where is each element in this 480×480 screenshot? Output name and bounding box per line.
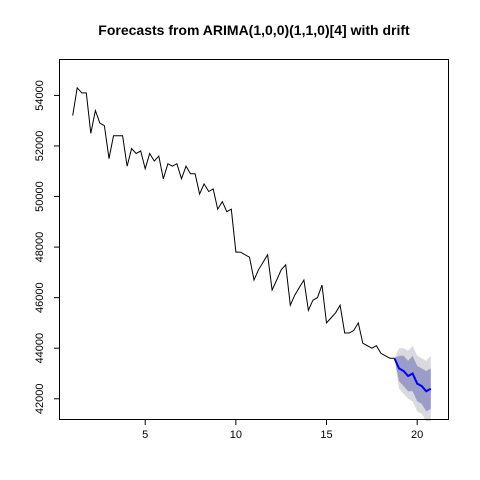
prediction-intervals bbox=[394, 345, 431, 422]
chart-title: Forecasts from ARIMA(1,0,0)(1,1,0)[4] wi… bbox=[98, 22, 410, 38]
y-tick-label: 54000 bbox=[34, 80, 46, 111]
y-tick-label: 42000 bbox=[34, 383, 46, 414]
y-tick-label: 48000 bbox=[34, 232, 46, 263]
y-axis: 42000 44000 46000 48000 50000 52000 54000 bbox=[34, 80, 60, 414]
y-tick-label: 46000 bbox=[34, 282, 46, 313]
forecast-line bbox=[393, 357, 432, 393]
x-tick-label: 15 bbox=[320, 429, 332, 441]
history-line bbox=[72, 86, 395, 359]
plot-frame bbox=[59, 59, 449, 420]
y-tick-label: 44000 bbox=[34, 333, 46, 364]
x-tick-label: 5 bbox=[142, 429, 148, 441]
x-axis: 5 10 15 20 bbox=[142, 419, 423, 441]
series-lines bbox=[72, 86, 432, 393]
y-tick-label: 52000 bbox=[34, 131, 46, 162]
band-80 bbox=[394, 355, 431, 412]
y-tick-label: 50000 bbox=[34, 181, 46, 212]
x-tick-label: 20 bbox=[411, 429, 423, 441]
x-tick-label: 10 bbox=[230, 429, 242, 441]
